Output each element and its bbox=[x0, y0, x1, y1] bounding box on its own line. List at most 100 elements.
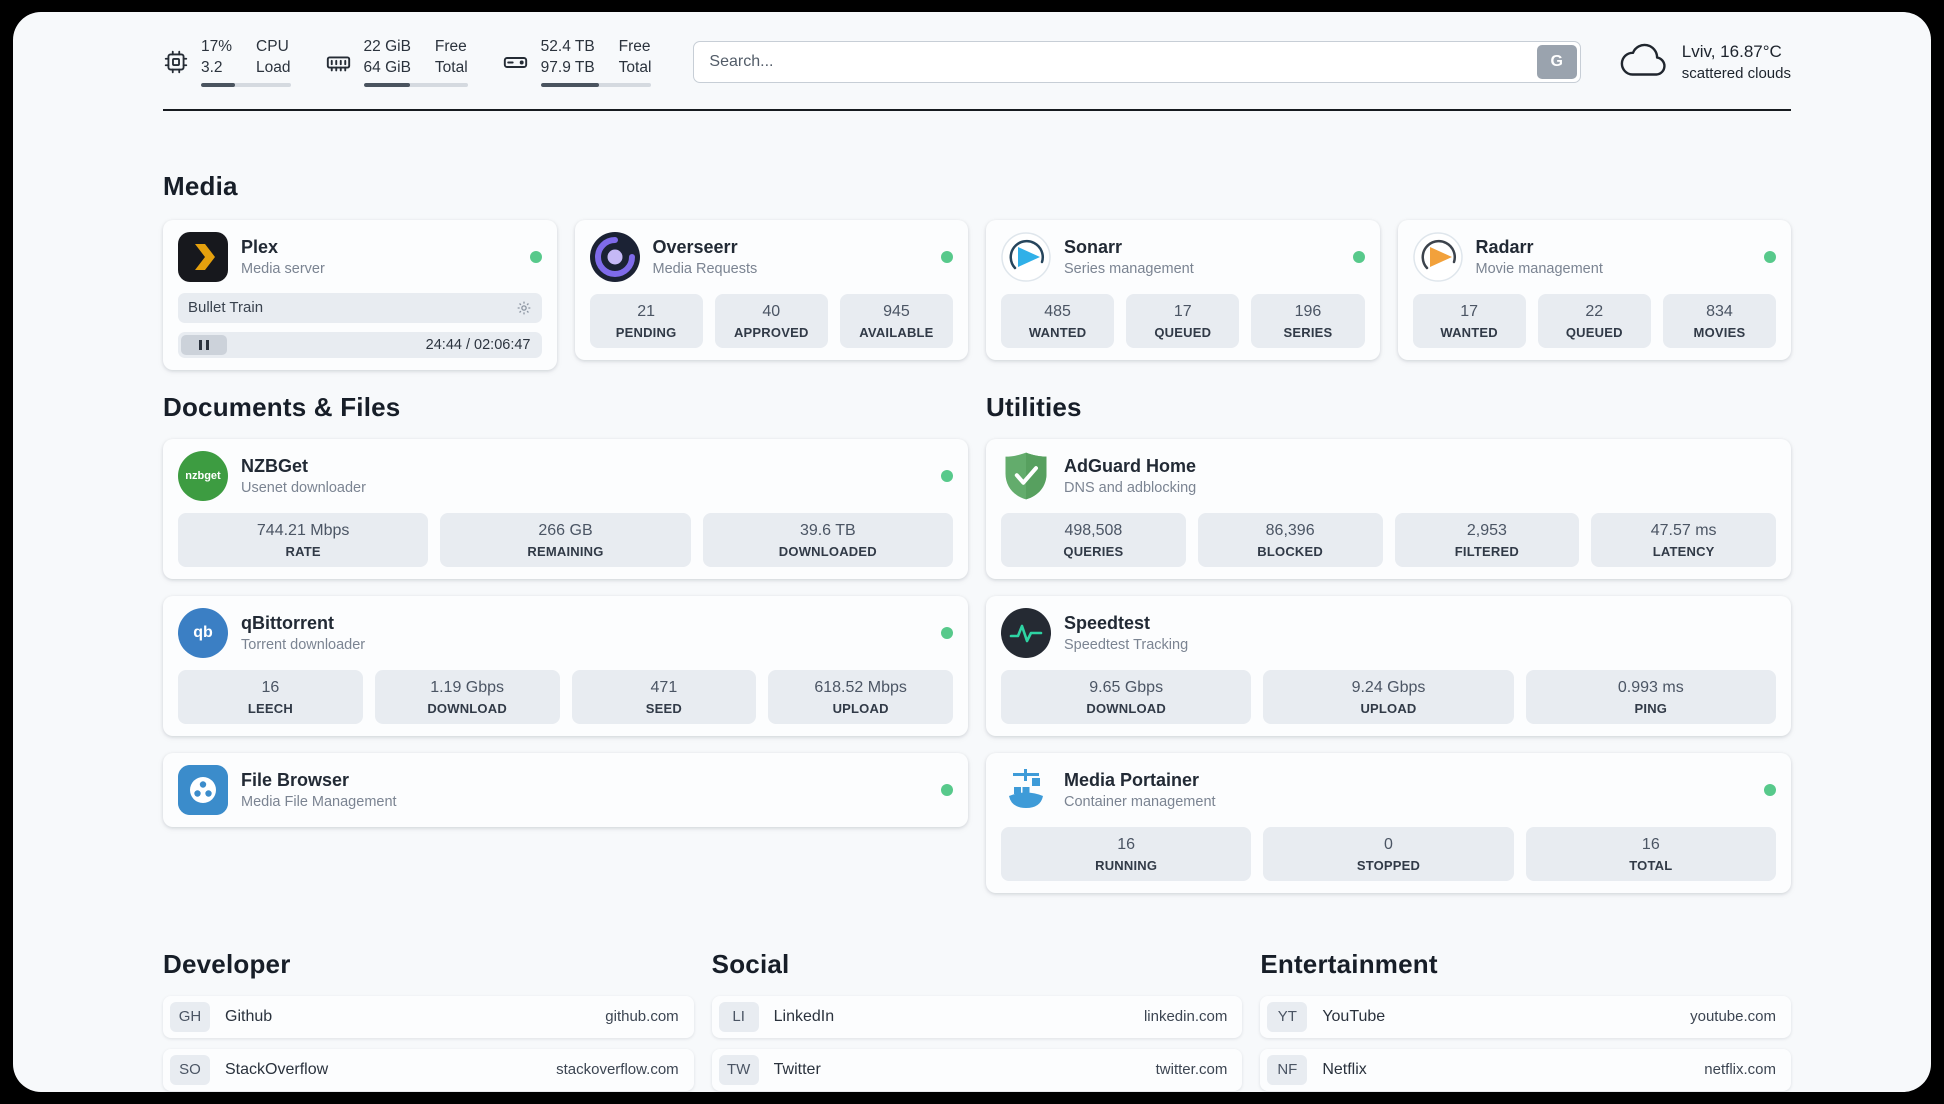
ram-progress-bar bbox=[363, 82, 468, 87]
utilities-column: Utilities AdGuard Home DNS and adblockin… bbox=[986, 392, 1791, 893]
section-title-media: Media bbox=[163, 170, 238, 201]
disk-progress-fill bbox=[540, 82, 600, 87]
stat-label: QUERIES bbox=[1063, 543, 1124, 559]
stat-rate: 744.21 Mbps RATE bbox=[178, 512, 429, 567]
app-name: Overseerr bbox=[652, 236, 738, 257]
bookmark-url: youtube.com bbox=[1690, 1008, 1776, 1026]
stat-label: WANTED bbox=[1028, 324, 1087, 340]
stat-value: 1.19 Gbps bbox=[430, 678, 505, 696]
stat-value: 17 bbox=[1173, 302, 1192, 320]
stat-label: APPROVED bbox=[733, 324, 809, 340]
disk-widget: 52.4 TB 97.9 TB Free Total bbox=[502, 38, 652, 87]
bookmark-youtube[interactable]: YT YouTube youtube.com bbox=[1260, 995, 1791, 1038]
app-subtitle: Media File Management bbox=[241, 793, 397, 810]
stat-label: DOWNLOADED bbox=[778, 543, 877, 559]
cloud-icon bbox=[1619, 42, 1671, 82]
qbittorrent-card[interactable]: qb qBittorrent Torrent downloader 16 LEE… bbox=[163, 595, 968, 736]
speedtest-icon bbox=[1001, 607, 1051, 658]
sonarr-icon bbox=[1001, 231, 1051, 282]
section-title-developer: Developer bbox=[163, 948, 291, 979]
bookmark-name: YouTube bbox=[1322, 1007, 1386, 1025]
ram-icon bbox=[325, 49, 352, 76]
entertainment-column: Entertainment YT YouTube youtube.com NF … bbox=[1260, 949, 1791, 1092]
bookmark-github[interactable]: GH Github github.com bbox=[163, 995, 694, 1038]
bookmark-twitter[interactable]: TW Twitter twitter.com bbox=[711, 1048, 1243, 1091]
stat-label: WANTED bbox=[1440, 324, 1498, 340]
social-column: Social LI LinkedIn linkedin.com TW Twitt… bbox=[711, 949, 1243, 1091]
cpu-progress-fill bbox=[201, 82, 236, 87]
nzbget-icon: nzbget bbox=[178, 450, 228, 501]
stat-label: STOPPED bbox=[1356, 857, 1421, 873]
stat-queued: 22 QUEUED bbox=[1537, 293, 1651, 348]
cpu-progress-bar bbox=[201, 82, 291, 87]
adguard-card[interactable]: AdGuard Home DNS and adblocking 498,508 … bbox=[986, 438, 1791, 579]
stat-series: 196 SERIES bbox=[1251, 293, 1365, 348]
overseerr-icon bbox=[589, 231, 640, 282]
app-name: Media Portainer bbox=[1064, 769, 1200, 790]
stat-value: 485 bbox=[1044, 302, 1071, 320]
stat-queued: 17 QUEUED bbox=[1126, 293, 1240, 348]
stat-label: TOTAL bbox=[1629, 857, 1673, 873]
stat-value: 266 GB bbox=[538, 521, 593, 539]
sonarr-card[interactable]: Sonarr Series management 485 WANTED 17 Q… bbox=[986, 219, 1380, 360]
disk-free-value: 52.4 TB bbox=[540, 38, 595, 55]
stat-value: 0.993 ms bbox=[1617, 678, 1684, 696]
stat-value: 196 bbox=[1294, 302, 1322, 320]
stat-label: SERIES bbox=[1283, 324, 1333, 340]
ram-widget: 22 GiB 64 GiB Free Total bbox=[325, 38, 468, 87]
stat-label: SEED bbox=[645, 700, 682, 716]
stat-upload: 9.24 Gbps UPLOAD bbox=[1263, 669, 1514, 724]
stat-label: UPLOAD bbox=[1360, 700, 1417, 716]
stat-label: LEECH bbox=[247, 700, 293, 716]
portainer-card[interactable]: Media Portainer Container management 16 … bbox=[986, 752, 1791, 893]
status-dot bbox=[1764, 783, 1776, 796]
nzbget-card[interactable]: nzbget NZBGet Usenet downloader 744.21 M… bbox=[163, 438, 968, 579]
ram-free-label: Free bbox=[434, 38, 467, 55]
overseerr-card[interactable]: Overseerr Media Requests 21 PENDING 40 A… bbox=[574, 219, 968, 360]
filebrowser-card[interactable]: File Browser Media File Management bbox=[163, 752, 968, 827]
stat-downloaded: 39.6 TB DOWNLOADED bbox=[702, 512, 953, 567]
app-subtitle: Series management bbox=[1064, 260, 1194, 277]
qbittorrent-icon: qb bbox=[178, 607, 228, 658]
stat-value: 22 bbox=[1585, 302, 1604, 320]
stat-wanted: 485 WANTED bbox=[1001, 293, 1115, 348]
portainer-icon bbox=[1001, 765, 1051, 815]
stat-latency: 47.57 ms LATENCY bbox=[1591, 512, 1776, 567]
bookmark-url: linkedin.com bbox=[1143, 1008, 1228, 1026]
stat-wanted: 17 WANTED bbox=[1412, 293, 1526, 348]
status-dot bbox=[941, 626, 953, 639]
bookmark-stackoverflow[interactable]: SO StackOverflow stackoverflow.com bbox=[163, 1048, 694, 1091]
stat-leech: 16 LEECH bbox=[178, 669, 363, 724]
ram-total-label: Total bbox=[434, 58, 468, 76]
bookmark-abbr: NF bbox=[1267, 1054, 1308, 1085]
bookmark-url: twitter.com bbox=[1155, 1061, 1228, 1079]
header-divider bbox=[163, 108, 1791, 111]
plex-card[interactable]: Plex Media server Bullet Train 24:44 / 0… bbox=[163, 219, 557, 370]
stat-value: 9.65 Gbps bbox=[1089, 678, 1164, 696]
stat-label: REMAINING bbox=[527, 543, 604, 559]
stat-remaining: 266 GB REMAINING bbox=[440, 512, 691, 567]
cpu-load-label: Load bbox=[256, 58, 291, 76]
stat-label: PING bbox=[1634, 700, 1668, 716]
stat-seed: 471 SEED bbox=[571, 669, 757, 724]
bookmark-netflix[interactable]: NF Netflix netflix.com bbox=[1260, 1048, 1791, 1091]
speedtest-card[interactable]: Speedtest Speedtest Tracking 9.65 Gbps D… bbox=[986, 595, 1791, 736]
filebrowser-icon bbox=[178, 764, 228, 815]
stat-value: 498,508 bbox=[1064, 521, 1123, 539]
pause-button[interactable] bbox=[181, 334, 227, 355]
stat-stopped: 0 STOPPED bbox=[1263, 826, 1514, 881]
app-subtitle: DNS and adblocking bbox=[1064, 479, 1197, 496]
disk-total-label: Total bbox=[618, 58, 652, 76]
radarr-card[interactable]: Radarr Movie management 17 WANTED 22 QUE… bbox=[1397, 219, 1791, 360]
stat-label: LATENCY bbox=[1652, 543, 1715, 559]
app-subtitle: Torrent downloader bbox=[241, 636, 366, 653]
bookmark-linkedin[interactable]: LI LinkedIn linkedin.com bbox=[711, 995, 1243, 1038]
search-engine-button[interactable]: G bbox=[1536, 45, 1577, 80]
settings-icon[interactable] bbox=[516, 300, 532, 316]
bookmark-name: Netflix bbox=[1322, 1060, 1367, 1078]
playback-progress-bar: 24:44 / 02:06:47 bbox=[178, 331, 542, 358]
status-dot bbox=[1764, 250, 1776, 263]
status-dot bbox=[529, 250, 542, 263]
search-input[interactable] bbox=[693, 41, 1581, 84]
bookmark-url: netflix.com bbox=[1704, 1061, 1776, 1079]
